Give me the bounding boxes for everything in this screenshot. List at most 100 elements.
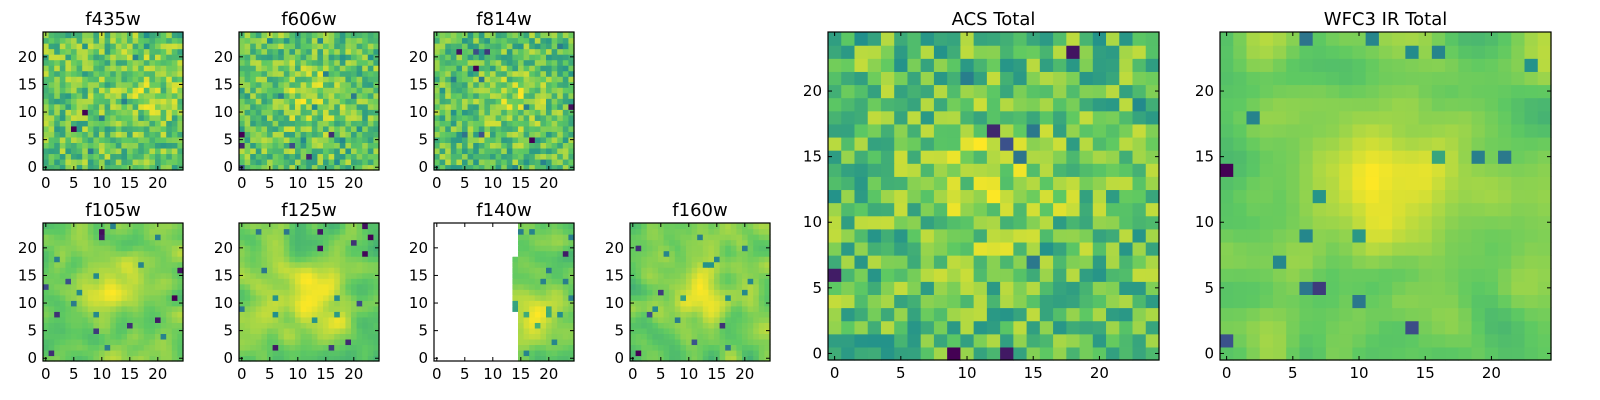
heatmap-cell xyxy=(686,256,693,263)
heatmap-cell xyxy=(512,54,519,61)
heatmap-cell xyxy=(652,267,659,274)
heatmap-cell xyxy=(1039,333,1054,348)
heatmap-cell xyxy=(250,322,257,329)
heatmap-cell xyxy=(450,223,457,230)
heatmap-cell xyxy=(166,87,173,94)
heatmap-cell xyxy=(362,316,369,323)
heatmap-cell xyxy=(719,355,726,362)
heatmap-cell xyxy=(467,300,474,307)
heatmap-cell xyxy=(540,109,547,116)
heatmap-cell xyxy=(76,250,83,257)
heatmap-cell xyxy=(87,125,94,132)
heatmap-cell xyxy=(317,349,324,357)
heatmap-cell xyxy=(132,131,139,138)
heatmap-cell xyxy=(467,59,474,66)
heatmap-cell xyxy=(267,81,274,88)
heatmap-cell xyxy=(658,278,665,285)
heatmap-cell xyxy=(155,125,162,132)
heatmap-cell xyxy=(534,256,541,263)
heatmap-cell xyxy=(155,234,162,241)
heatmap-cell xyxy=(93,43,100,50)
heatmap-cell xyxy=(367,223,374,230)
heatmap-cell xyxy=(484,239,491,246)
heatmap-cell xyxy=(138,136,145,143)
heatmap-cell xyxy=(523,234,530,241)
heatmap-cell xyxy=(506,131,513,138)
heatmap-cell xyxy=(267,344,274,351)
heatmap-cell xyxy=(87,76,94,83)
heatmap-cell xyxy=(339,327,346,334)
heatmap-cell xyxy=(1132,202,1147,217)
heatmap-cell xyxy=(529,76,536,83)
heatmap-cell xyxy=(947,228,961,243)
heatmap-cell xyxy=(960,202,975,217)
heatmap-cell xyxy=(283,120,290,127)
heatmap-cell xyxy=(160,37,167,44)
heatmap-cell xyxy=(506,136,513,143)
heatmap-cell xyxy=(283,355,290,362)
heatmap-cell xyxy=(1053,294,1067,309)
heatmap-cell xyxy=(518,147,525,155)
heatmap-cell xyxy=(115,267,122,274)
heatmap-cell xyxy=(317,158,324,166)
heatmap-cell xyxy=(323,311,330,318)
heatmap-cell xyxy=(467,261,474,268)
heatmap-cell xyxy=(880,176,895,191)
heatmap-cell xyxy=(753,272,760,279)
heatmap-cell xyxy=(323,81,330,88)
heatmap-cell xyxy=(680,223,687,230)
heatmap-cell xyxy=(99,305,106,312)
heatmap-cell xyxy=(1039,215,1054,230)
heatmap-cell xyxy=(261,349,268,357)
heatmap-cell xyxy=(478,234,485,241)
heatmap-cell xyxy=(523,272,530,279)
heatmap-cell xyxy=(450,87,457,94)
heatmap-cell xyxy=(311,153,318,160)
heatmap-cell xyxy=(714,338,721,346)
heatmap-cell xyxy=(652,333,659,340)
heatmap-cell xyxy=(127,59,134,66)
heatmap-cell xyxy=(127,261,134,268)
heatmap-cell xyxy=(177,158,184,166)
heatmap-cell xyxy=(177,98,184,105)
heatmap-cell xyxy=(283,289,290,296)
heatmap-cell xyxy=(278,322,285,329)
heatmap-cell xyxy=(306,305,313,312)
heatmap-cell xyxy=(54,120,61,127)
axes-frame xyxy=(238,222,380,362)
heatmap-cell xyxy=(456,250,463,257)
heatmap-cell xyxy=(143,327,150,334)
heatmap-cell xyxy=(529,272,536,279)
heatmap-cell xyxy=(295,81,302,88)
heatmap-cells xyxy=(630,223,771,362)
y-tick-label: 5 xyxy=(223,322,233,340)
heatmap-cell xyxy=(439,142,446,149)
heatmap-cell xyxy=(356,250,363,257)
heatmap-cell xyxy=(48,305,55,312)
heatmap-cell xyxy=(93,164,100,171)
heatmap-cell xyxy=(244,32,251,39)
heatmap-cell xyxy=(244,48,251,55)
heatmap-cell xyxy=(658,239,665,246)
heatmap-cell xyxy=(272,305,279,312)
heatmap-cell xyxy=(568,316,575,323)
heatmap-cell xyxy=(149,344,156,351)
heatmap-cell xyxy=(272,136,279,143)
heatmap-cell xyxy=(171,76,178,83)
heatmap-cell xyxy=(362,338,369,346)
heatmap-cell xyxy=(546,103,553,110)
heatmap-cell xyxy=(512,37,519,44)
heatmap-cell xyxy=(1013,255,1028,269)
heatmap-cell xyxy=(439,234,446,241)
y-tick-label: 5 xyxy=(418,131,428,149)
heatmap-cell xyxy=(490,87,497,94)
heatmap-cell xyxy=(534,147,541,155)
heatmap-cell xyxy=(540,131,547,138)
heatmap-cell xyxy=(166,250,173,257)
heatmap-cell xyxy=(127,305,134,312)
heatmap-cell xyxy=(76,103,83,110)
heatmap-cell xyxy=(652,344,659,351)
heatmap-cell xyxy=(121,338,128,346)
heatmap-cell xyxy=(99,87,106,94)
